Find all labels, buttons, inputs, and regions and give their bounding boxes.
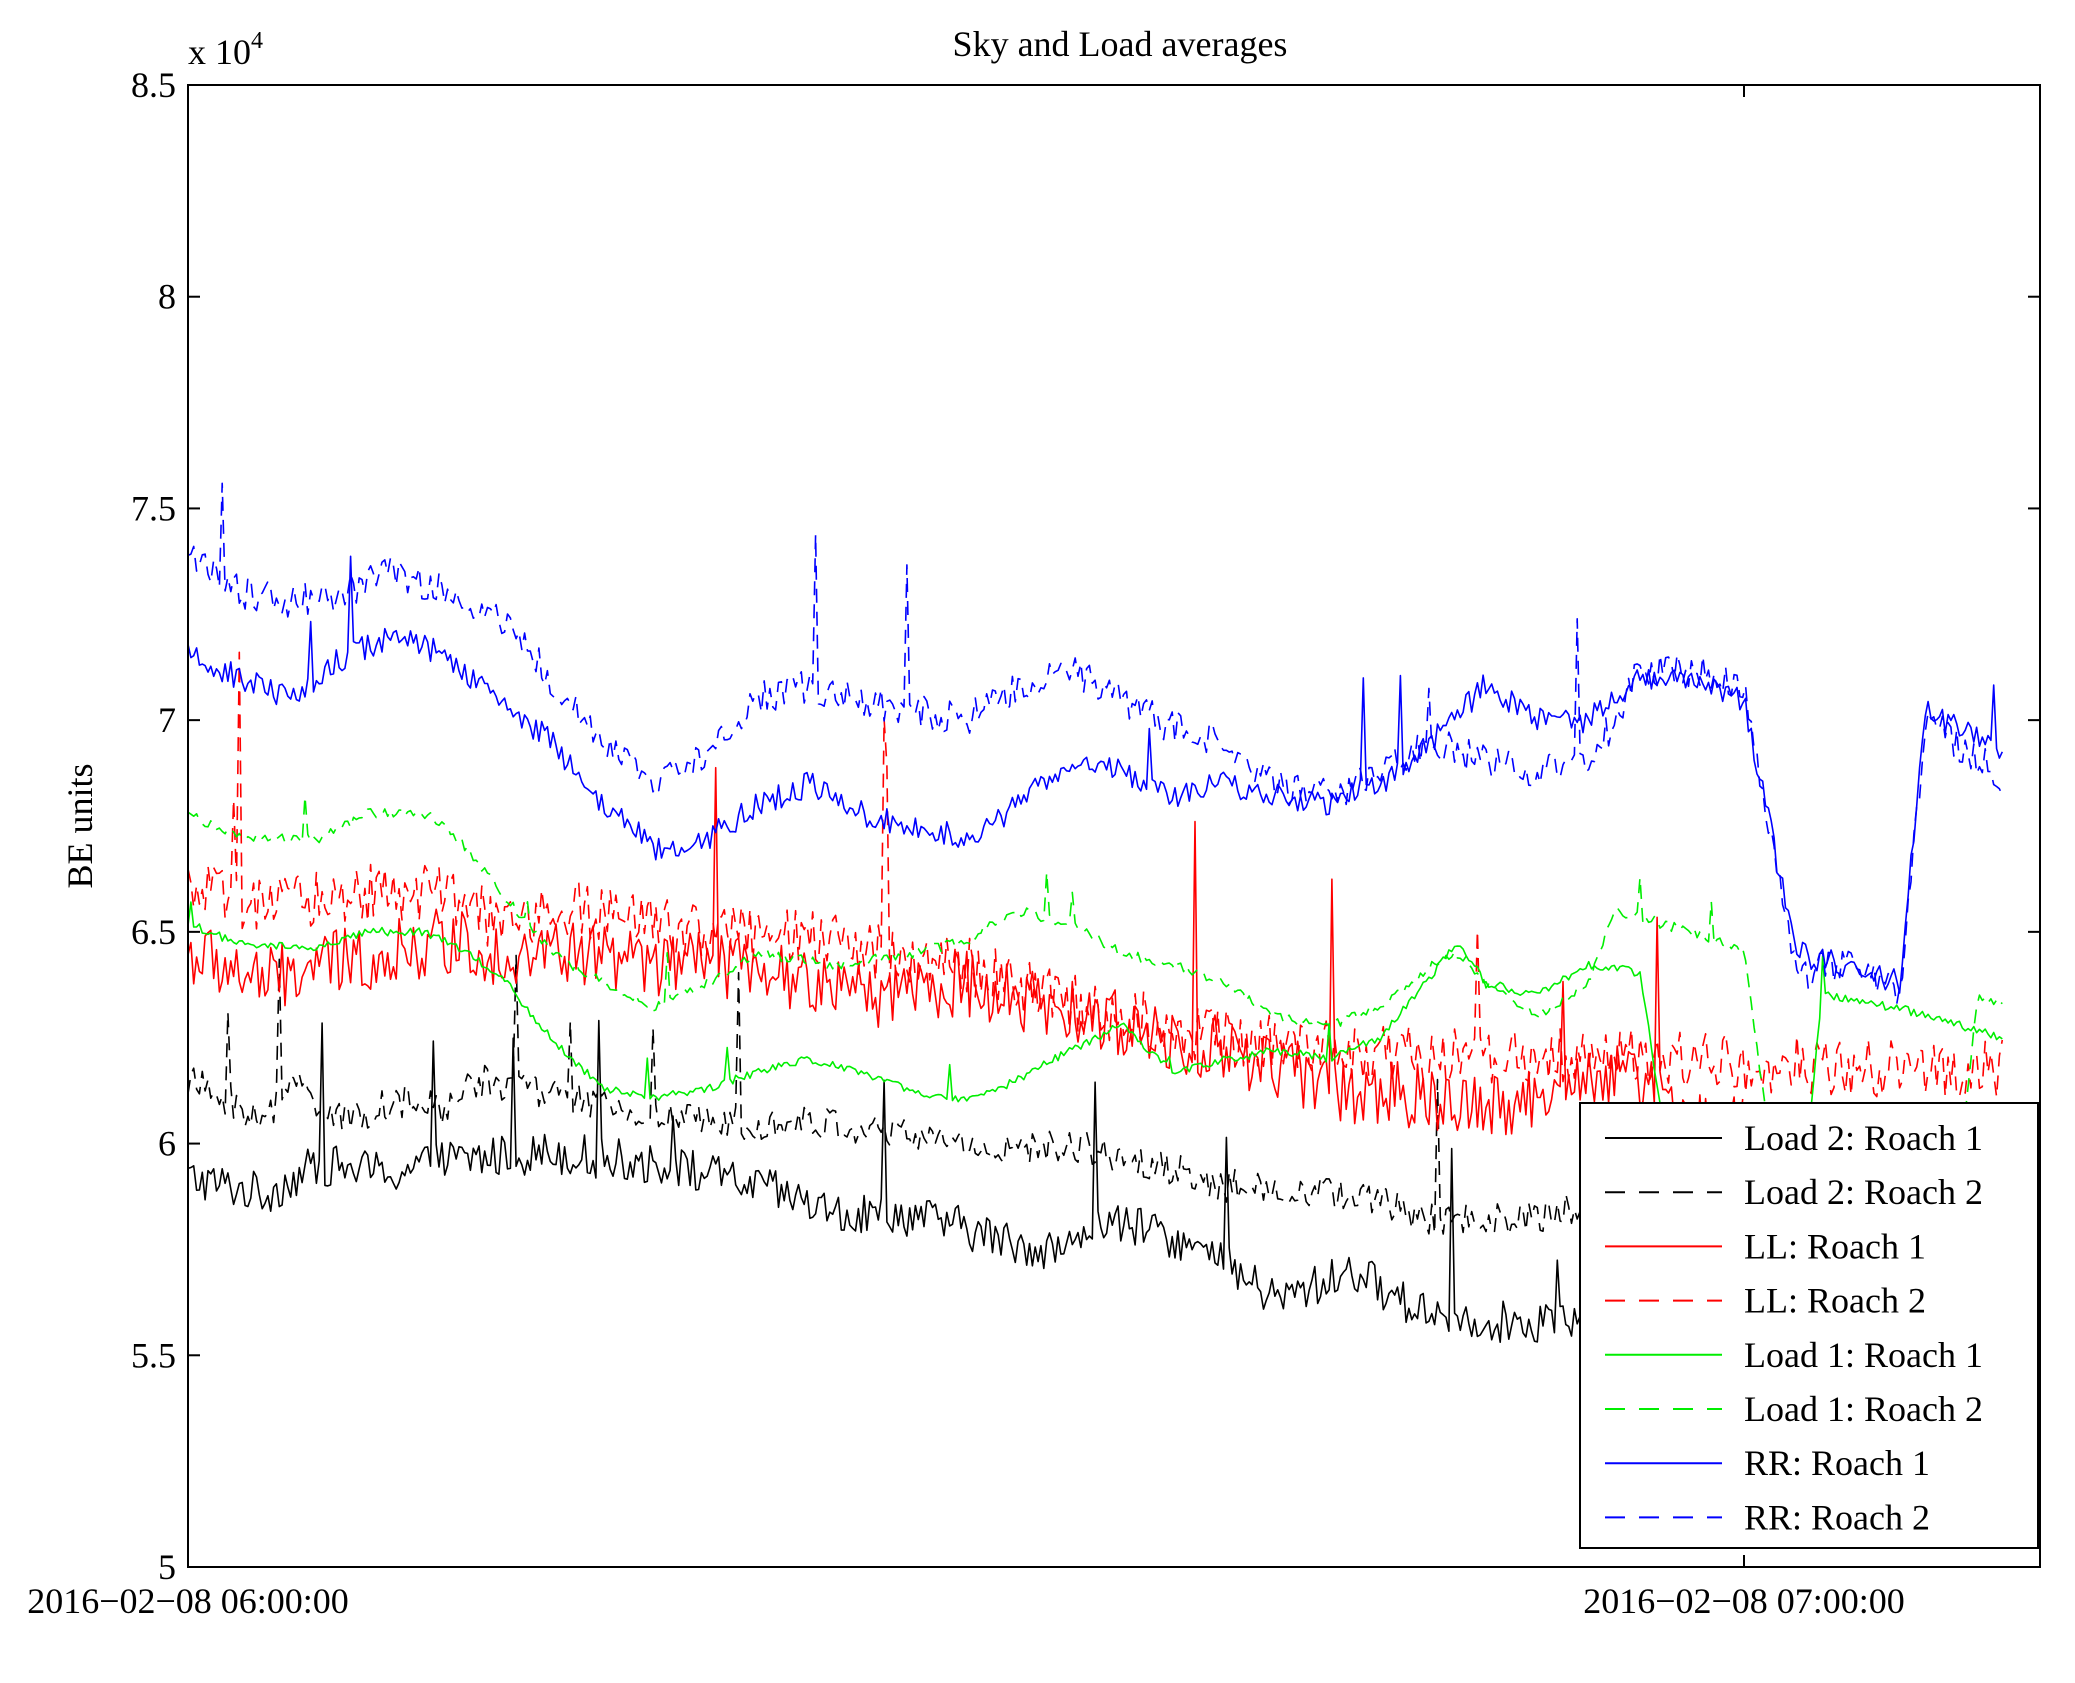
legend-label: Load 1: Roach 2 [1744, 1389, 1983, 1429]
y-tick-label: 6.5 [131, 912, 176, 952]
y-tick-label: 6 [158, 1124, 176, 1164]
legend-label: RR: Roach 1 [1744, 1443, 1930, 1483]
chart-title: Sky and Load averages [953, 24, 1288, 64]
ticks-layer: 5 5.5 6 6.5 7 7.5 8 8.5 2016−02−08 06:00:00 2016−… [27, 65, 2040, 1621]
y-tick-label: 5 [158, 1547, 176, 1587]
legend-label: LL: Roach 2 [1744, 1281, 1926, 1321]
series-line-8 [187, 482, 2004, 1006]
y-multiplier: x 104 [188, 28, 263, 72]
y-axis-title: BE units [60, 763, 100, 888]
series-line-7 [187, 555, 2004, 994]
series-line-6 [187, 795, 2003, 1250]
y-tick-label: 5.5 [131, 1335, 176, 1375]
x-tick-label: 2016−02−08 06:00:00 [27, 1581, 349, 1621]
y-tick-label: 7 [158, 700, 176, 740]
x-tick-label: 2016−02−08 07:00:00 [1583, 1581, 1905, 1621]
legend-label: Load 2: Roach 1 [1744, 1118, 1983, 1158]
legend-label: Load 2: Roach 2 [1744, 1172, 1983, 1212]
y-multiplier-base: x 10 [188, 32, 251, 72]
series-line-4 [187, 651, 2004, 1098]
legend: Load 2: Roach 1 Load 2: Roach 2 LL: Roach … [1579, 1102, 2039, 1549]
legend-label: RR: Roach 2 [1744, 1497, 1930, 1537]
legend-label: Load 1: Roach 1 [1744, 1335, 1983, 1375]
y-tick-label: 7.5 [131, 488, 176, 528]
legend-label: LL: Roach 1 [1744, 1226, 1926, 1266]
series-line-2 [187, 954, 1743, 1256]
legend-box [1579, 1102, 2039, 1549]
y-tick-label: 8.5 [131, 65, 176, 105]
y-tick-label: 8 [158, 277, 176, 317]
legend-items: Load 2: Roach 1 Load 2: Roach 2 LL: Roach … [1605, 1118, 1983, 1537]
y-multiplier-exponent: 4 [251, 28, 263, 54]
plot-frame [187, 84, 2041, 1568]
series-line-1 [187, 1019, 1693, 1343]
series-layer [187, 482, 2004, 1343]
